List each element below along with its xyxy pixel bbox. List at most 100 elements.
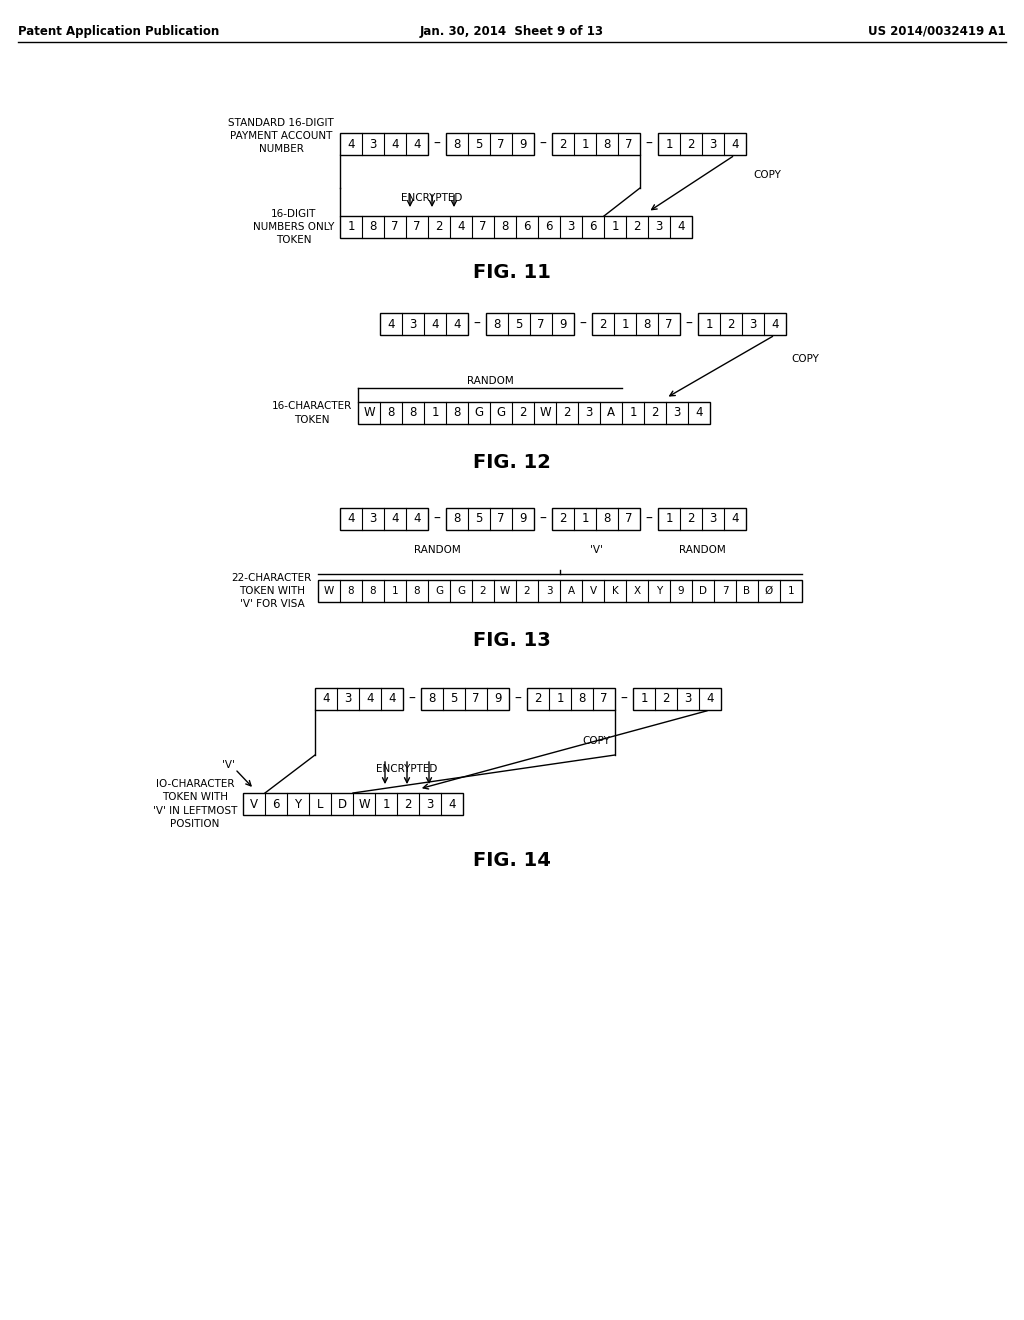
Bar	[340, 133, 428, 154]
Text: –: –	[645, 137, 652, 150]
Bar	[446, 133, 534, 154]
Text: RANDOM: RANDOM	[414, 545, 461, 554]
Text: 8: 8	[494, 318, 501, 330]
Bar	[658, 133, 746, 154]
Text: COPY: COPY	[753, 170, 781, 181]
Text: 8: 8	[348, 586, 354, 597]
Text: 3: 3	[710, 137, 717, 150]
Text: 1: 1	[431, 407, 438, 420]
Text: 4: 4	[388, 693, 395, 705]
Text: Patent Application Publication: Patent Application Publication	[18, 25, 219, 38]
Text: –: –	[409, 692, 416, 706]
Text: –: –	[473, 317, 480, 331]
Text: 2: 2	[479, 586, 486, 597]
Text: 7: 7	[479, 220, 486, 234]
Text: –: –	[433, 512, 440, 525]
Text: 4: 4	[347, 137, 354, 150]
Text: 8: 8	[454, 137, 461, 150]
Text: D: D	[338, 797, 346, 810]
Text: 8: 8	[603, 512, 610, 525]
Bar	[358, 403, 710, 424]
Text: K: K	[611, 586, 618, 597]
Text: 5: 5	[451, 693, 458, 705]
Text: 4: 4	[771, 318, 778, 330]
Bar	[421, 688, 509, 710]
Text: D: D	[699, 586, 707, 597]
Text: 2: 2	[599, 318, 607, 330]
Text: 4: 4	[323, 693, 330, 705]
Text: –: –	[645, 512, 652, 525]
Text: 1: 1	[382, 797, 390, 810]
Text: A: A	[567, 586, 574, 597]
Text: 4: 4	[391, 137, 398, 150]
Text: 3: 3	[655, 220, 663, 234]
Text: 8: 8	[454, 512, 461, 525]
Text: 5: 5	[475, 137, 482, 150]
Text: 3: 3	[426, 797, 434, 810]
Text: 7: 7	[600, 693, 608, 705]
Text: RANDOM: RANDOM	[467, 376, 513, 385]
Text: W: W	[324, 586, 334, 597]
Text: 1: 1	[640, 693, 648, 705]
Text: Jan. 30, 2014  Sheet 9 of 13: Jan. 30, 2014 Sheet 9 of 13	[420, 25, 604, 38]
Text: –: –	[685, 317, 692, 331]
Text: 'V': 'V'	[590, 545, 602, 554]
Text: 6: 6	[545, 220, 553, 234]
Text: –: –	[515, 692, 521, 706]
Text: 2: 2	[535, 693, 542, 705]
Text: 8: 8	[387, 407, 394, 420]
Text: 2: 2	[687, 512, 694, 525]
Text: 4: 4	[414, 512, 421, 525]
Text: 7: 7	[666, 318, 673, 330]
Text: L: L	[316, 797, 324, 810]
Text: 1: 1	[582, 137, 589, 150]
Text: 1: 1	[347, 220, 354, 234]
Text: 3: 3	[370, 512, 377, 525]
Text: 4: 4	[454, 318, 461, 330]
Text: 2: 2	[435, 220, 442, 234]
Text: 7: 7	[722, 586, 728, 597]
Text: 4: 4	[391, 512, 398, 525]
Text: 4: 4	[707, 693, 714, 705]
Text: 4: 4	[731, 137, 738, 150]
Text: Y: Y	[656, 586, 663, 597]
Text: 3: 3	[410, 318, 417, 330]
Text: Y: Y	[295, 797, 301, 810]
Text: X: X	[634, 586, 641, 597]
Text: 1: 1	[666, 512, 673, 525]
Text: –: –	[433, 137, 440, 150]
Text: –: –	[540, 512, 547, 525]
Text: 7: 7	[414, 220, 421, 234]
Text: 2: 2	[651, 407, 658, 420]
Text: COPY: COPY	[791, 354, 819, 363]
Text: 6: 6	[589, 220, 597, 234]
Text: 2: 2	[523, 586, 530, 597]
Text: 22-CHARACTER
TOKEN WITH
'V' FOR VISA: 22-CHARACTER TOKEN WITH 'V' FOR VISA	[231, 573, 312, 610]
Text: A: A	[607, 407, 615, 420]
Bar	[486, 313, 574, 335]
Text: 7: 7	[472, 693, 480, 705]
Text: 5: 5	[515, 318, 522, 330]
Text: 16-CHARACTER
TOKEN: 16-CHARACTER TOKEN	[271, 401, 352, 425]
Bar	[340, 216, 692, 238]
Text: 6: 6	[272, 797, 280, 810]
Text: 4: 4	[458, 220, 465, 234]
Bar	[592, 313, 680, 335]
Text: 1: 1	[556, 693, 564, 705]
Text: 3: 3	[567, 220, 574, 234]
Text: 4: 4	[431, 318, 438, 330]
Text: 4: 4	[695, 407, 702, 420]
Bar	[698, 313, 786, 335]
Text: 3: 3	[710, 512, 717, 525]
Text: 9: 9	[678, 586, 684, 597]
Text: 7: 7	[626, 137, 633, 150]
Text: 8: 8	[579, 693, 586, 705]
Text: 6: 6	[523, 220, 530, 234]
Text: 7: 7	[391, 220, 398, 234]
Text: 8: 8	[414, 586, 420, 597]
Text: 3: 3	[586, 407, 593, 420]
Text: 1: 1	[622, 318, 629, 330]
Bar	[633, 688, 721, 710]
Text: W: W	[358, 797, 370, 810]
Text: ENCRYPTED: ENCRYPTED	[376, 764, 437, 774]
